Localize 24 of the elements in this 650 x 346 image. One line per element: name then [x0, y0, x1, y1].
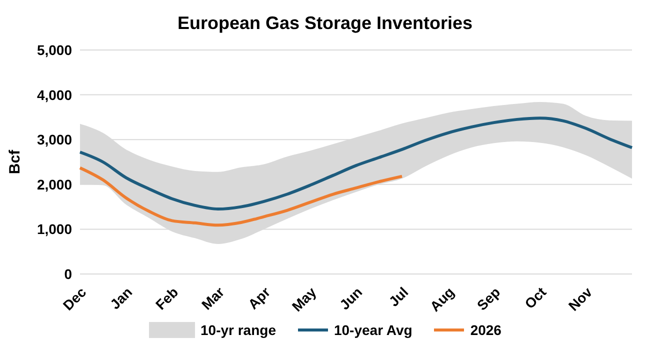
y-tick-label: 0 — [64, 266, 72, 282]
line-series — [78, 166, 404, 227]
line-series — [78, 116, 634, 211]
x-tick-label: Jul — [386, 284, 412, 310]
x-tick-label: Feb — [152, 284, 182, 313]
y-tick-label: 3,000 — [36, 132, 72, 148]
x-tick-label: Aug — [426, 284, 458, 314]
y-tick-label: 1,000 — [36, 221, 72, 238]
legend-label: 10-year Avg — [334, 322, 412, 338]
y-tick-label: 2,000 — [36, 176, 72, 192]
x-tick-label: Oct — [521, 284, 550, 312]
x-tick-label: Jun — [336, 284, 366, 313]
x-tick-label: Jan — [106, 284, 136, 312]
x-tick-label: Sep — [474, 284, 504, 314]
legend-label: 2026 — [470, 322, 502, 338]
x-tick-label: Nov — [565, 284, 596, 314]
y-tick-label: 4,000 — [36, 86, 72, 103]
x-tick-label: Mar — [198, 283, 228, 313]
y-axis-title: Bcf — [6, 148, 24, 174]
x-tick-label: Apr — [244, 284, 274, 312]
y-tick-label: 5,000 — [36, 42, 72, 58]
x-tick-label: Dec — [60, 284, 90, 314]
legend-label: 10-yr range — [200, 322, 276, 338]
chart-title: European Gas Storage Inventories — [176, 12, 474, 35]
